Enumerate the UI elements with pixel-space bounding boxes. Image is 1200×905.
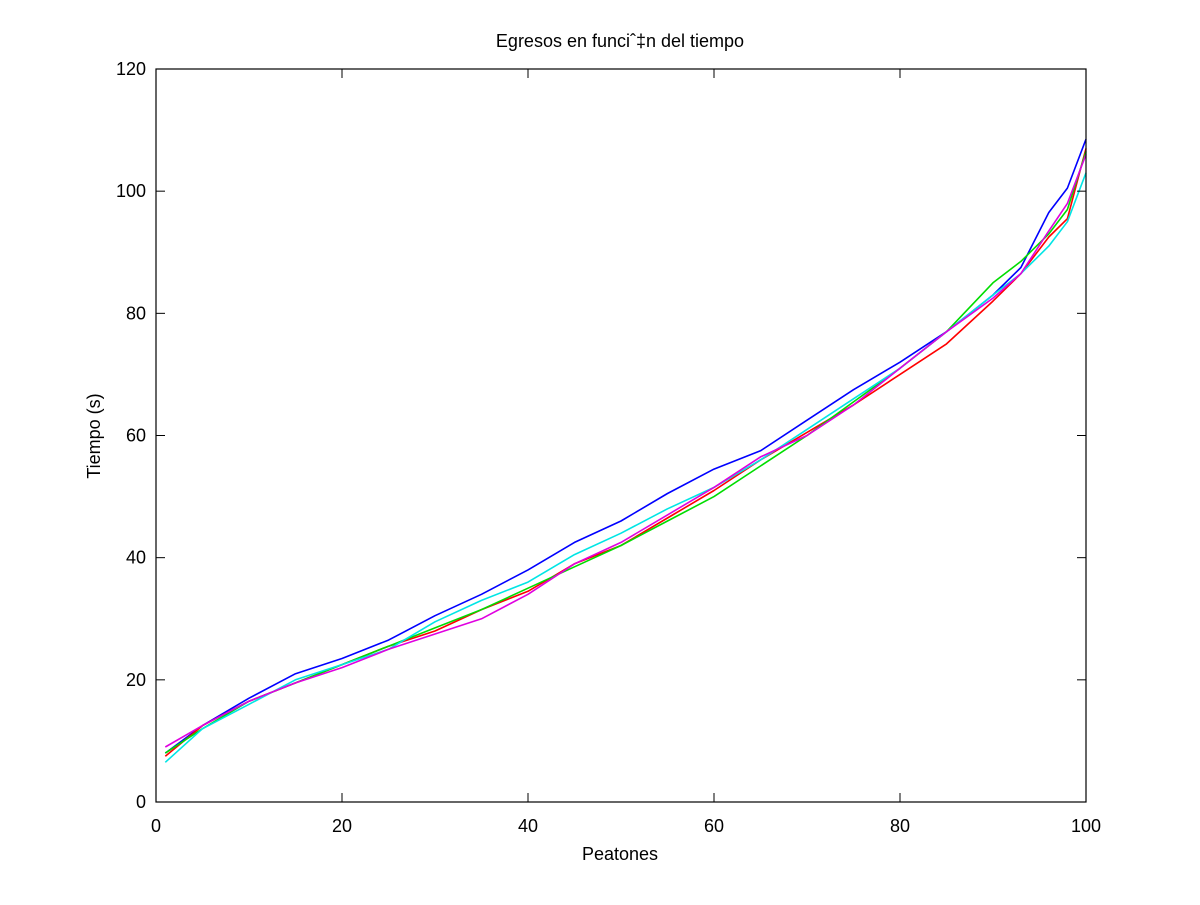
series-line-5: [164, 154, 1087, 748]
y-tick-label: 80: [126, 303, 146, 323]
plot-area: 0 20 40 60 80 100 0 20 40 60 80 100 120: [116, 59, 1101, 836]
y-tick-label: 120: [116, 59, 146, 79]
x-tick-label: 20: [332, 816, 352, 836]
series-line-2: [164, 148, 1087, 757]
y-tick-label: 40: [126, 548, 146, 568]
chart-title: Egresos en funciˆ‡n del tiempo: [496, 31, 744, 51]
x-tick-label: 40: [518, 816, 538, 836]
y-tick-label: 100: [116, 181, 146, 201]
series-line-1: [164, 138, 1087, 754]
y-axis-label: Tiempo (s): [84, 393, 104, 478]
y-tick-label: 0: [136, 792, 146, 812]
series-line-3: [164, 151, 1087, 754]
x-tick-label: 60: [704, 816, 724, 836]
y-tick-label: 60: [126, 426, 146, 446]
x-tick-label: 80: [890, 816, 910, 836]
series-line-4: [164, 172, 1087, 763]
y-tick-label: 20: [126, 670, 146, 690]
x-axis-label: Peatones: [582, 844, 658, 864]
axes-frame: [155, 68, 1087, 803]
x-tick-label: 100: [1071, 816, 1101, 836]
x-tick-label: 0: [151, 816, 161, 836]
